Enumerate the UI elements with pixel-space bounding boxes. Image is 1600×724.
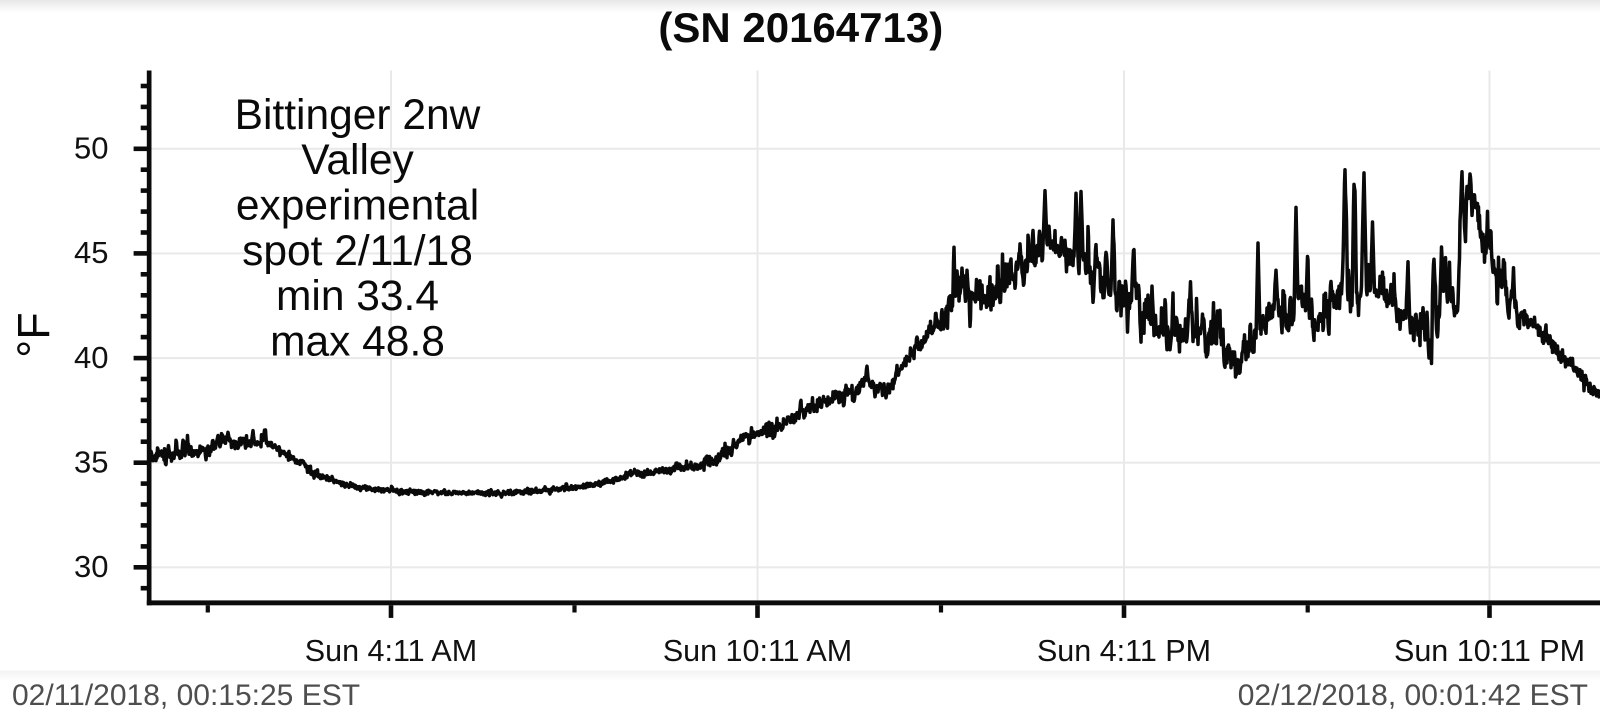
svg-text:spot 2/11/18: spot 2/11/18 [242, 228, 473, 275]
svg-text:35: 35 [74, 445, 108, 480]
svg-text:max 48.8: max 48.8 [270, 318, 445, 365]
svg-text:45: 45 [74, 235, 108, 270]
svg-text:Bittinger 2nw: Bittinger 2nw [235, 92, 481, 139]
svg-text:(SN 20164713): (SN 20164713) [658, 4, 943, 51]
svg-text:30: 30 [74, 549, 108, 584]
svg-text:Sun 4:11 PM: Sun 4:11 PM [1037, 634, 1211, 668]
svg-text:50: 50 [74, 131, 108, 166]
svg-text:02/11/2018, 00:15:25 EST: 02/11/2018, 00:15:25 EST [12, 679, 360, 712]
svg-text:°F: °F [8, 312, 59, 357]
svg-text:Sun 10:11 AM: Sun 10:11 AM [663, 634, 852, 668]
svg-text:Sun 4:11 AM: Sun 4:11 AM [305, 634, 477, 668]
svg-text:min 33.4: min 33.4 [276, 273, 439, 320]
svg-text:Sun 10:11 PM: Sun 10:11 PM [1394, 634, 1585, 668]
svg-text:40: 40 [74, 340, 108, 375]
svg-text:02/12/2018, 00:01:42 EST: 02/12/2018, 00:01:42 EST [1238, 679, 1588, 712]
svg-text:experimental: experimental [236, 183, 479, 230]
svg-text:Valley: Valley [301, 137, 414, 184]
